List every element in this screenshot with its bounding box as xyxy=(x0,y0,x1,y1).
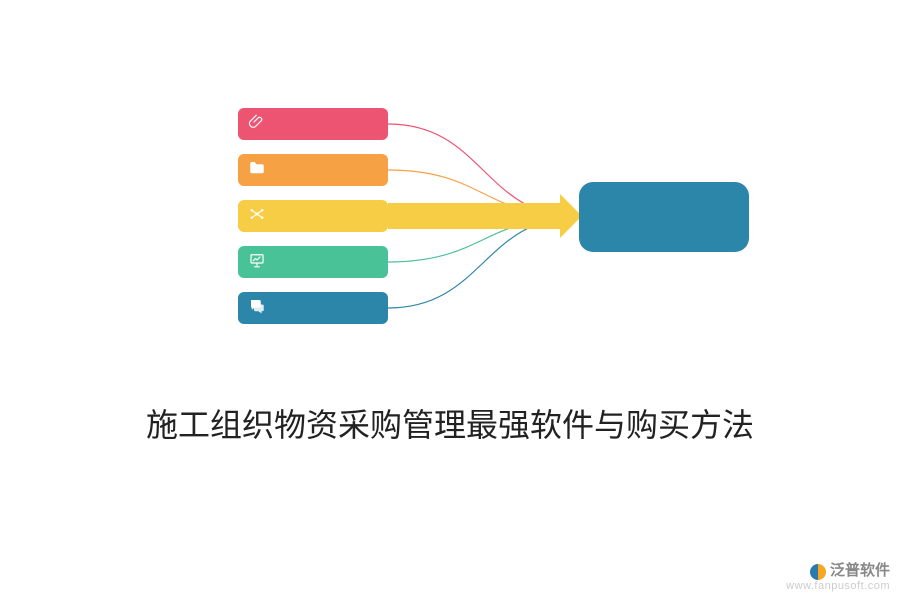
source-bar-4 xyxy=(238,292,388,324)
presentation-icon xyxy=(248,251,266,274)
watermark: 泛普软件 www.fanpusoft.com xyxy=(786,563,890,592)
source-bar-1 xyxy=(238,154,388,186)
watermark-brand: 泛普软件 xyxy=(830,563,890,580)
folder-icon xyxy=(248,159,266,182)
source-bar-2 xyxy=(238,200,388,232)
center-arrow-shaft xyxy=(388,203,560,229)
diagram-canvas: 施工组织物资采购管理最强软件与购买方法 泛普软件 www.fanpusoft.c… xyxy=(0,0,900,600)
source-bar-0 xyxy=(238,108,388,140)
connector-3 xyxy=(388,217,579,308)
paperclip-icon xyxy=(248,113,266,136)
source-bar-3 xyxy=(238,246,388,278)
target-box xyxy=(579,182,749,252)
watermark-logo-icon xyxy=(810,564,826,580)
chat-icon xyxy=(248,297,266,320)
connector-lines xyxy=(0,0,900,600)
network-icon xyxy=(248,205,266,228)
watermark-url: www.fanpusoft.com xyxy=(786,580,890,592)
page-title: 施工组织物资采购管理最强软件与购买方法 xyxy=(0,400,900,446)
